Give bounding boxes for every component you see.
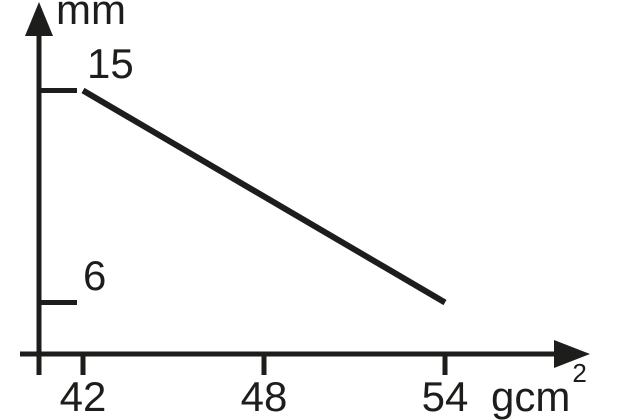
x-axis-unit-label: gcm2: [491, 360, 587, 420]
x-axis-unit-base: gcm: [491, 373, 571, 420]
x-tick-label-42: 42: [59, 373, 107, 420]
data-line-measurement-line: [81, 87, 447, 306]
x-axis-arrowhead: [554, 340, 590, 368]
y-axis-arrowhead: [25, 2, 53, 36]
y-tick-label-15: 15: [87, 40, 134, 87]
x-axis-unit-exponent: 2: [572, 358, 587, 388]
x-tick-label-54: 54: [421, 373, 469, 420]
y-axis-unit-label: mm: [56, 0, 126, 33]
y-tick-label-6: 6: [83, 252, 107, 299]
x-tick-label-48: 48: [240, 373, 288, 420]
